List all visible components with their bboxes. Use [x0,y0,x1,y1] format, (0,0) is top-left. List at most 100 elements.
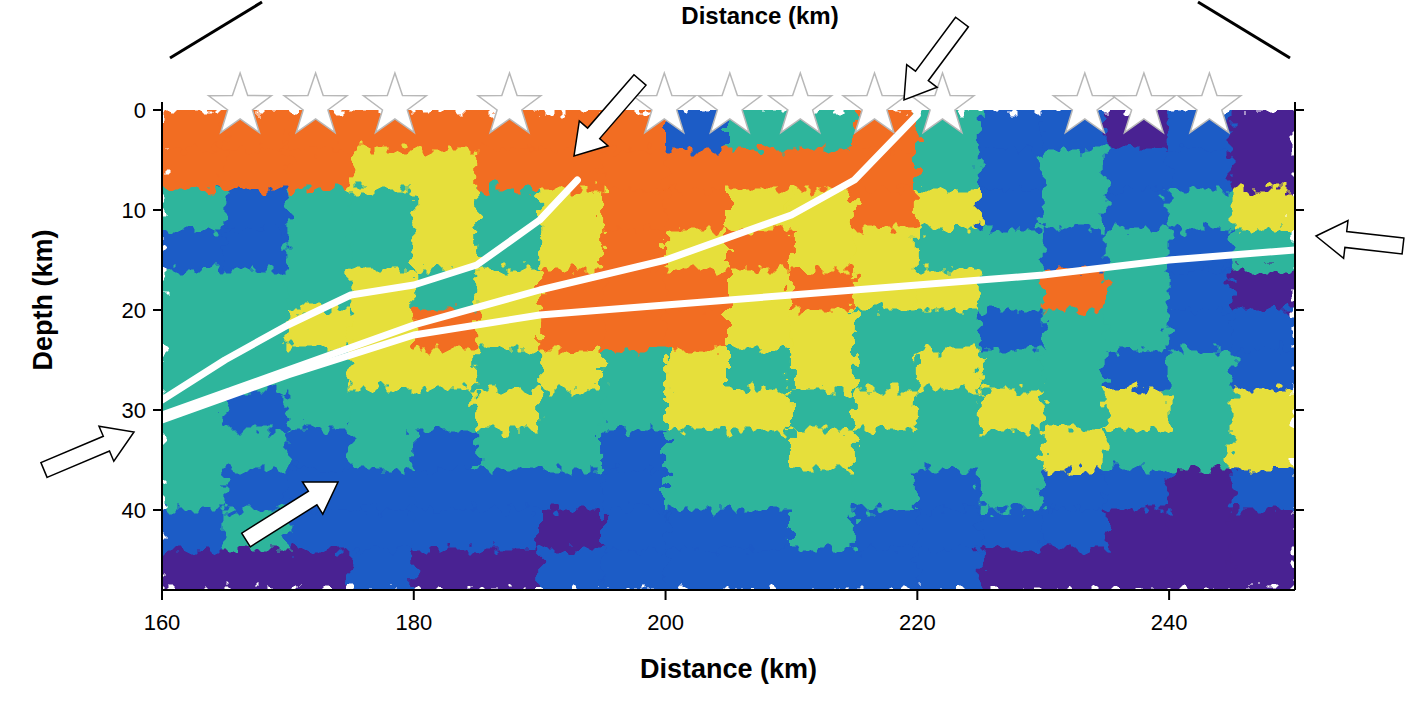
axes: 010203040160180200220240Distance (km)Dep… [28,98,1304,684]
cell [1106,350,1170,391]
cell [917,350,981,391]
cell [917,390,981,431]
cell [162,310,225,351]
x-tick-label: 160 [144,610,181,635]
y-axis-line-right [1294,102,1296,590]
cell [665,350,729,391]
cell [539,390,603,431]
cell [917,310,981,351]
cell [854,430,918,471]
cell [162,430,225,471]
cell [413,110,477,151]
cell [980,470,1044,511]
y-tick-right [1295,409,1304,411]
cell [665,510,729,551]
cell [791,390,855,431]
cell [665,430,729,471]
cell [980,350,1044,391]
zoom-line [170,2,262,58]
y-tick-label: 20 [122,298,146,323]
cell [476,510,540,551]
station-star [698,73,761,133]
cell [1043,390,1107,431]
cell [287,230,351,271]
cell [854,390,918,431]
cell [602,550,666,591]
x-tick [665,590,667,600]
cell [539,430,603,471]
x-tick [1168,590,1170,600]
y-tick-right [1295,109,1304,111]
figure: Distance (km)010203040160180200220240Dis… [0,0,1408,709]
cell [350,190,414,231]
cell [287,270,351,311]
top-label: Distance (km) [681,2,838,29]
cell [728,390,792,431]
fault-line [162,115,917,415]
y-tick-label: 10 [122,198,146,223]
cell [476,430,540,471]
cell [1169,270,1233,311]
cell [791,470,855,511]
cell [413,470,477,511]
cell [791,350,855,391]
station-star [1053,73,1116,133]
y-tick-label: 0 [134,98,146,123]
cell [980,230,1044,271]
cell [602,390,666,431]
cell [728,550,792,591]
cell [350,510,414,551]
cell [1232,150,1295,191]
cell [665,390,729,431]
arrow [574,75,646,156]
zoom-line [1198,2,1290,58]
cell [980,150,1044,191]
cell [287,190,351,231]
cell [854,470,918,511]
cell [1232,390,1295,431]
cell [602,510,666,551]
cell [162,550,225,591]
arrow [41,426,134,477]
cell [1106,550,1170,591]
cell [1106,190,1170,231]
cell [287,430,351,471]
cell [728,350,792,391]
station-star [209,73,272,133]
cell [980,310,1044,351]
cell [854,190,918,231]
cell [1169,390,1233,431]
cell [980,430,1044,471]
cell [413,550,477,591]
cell [1169,230,1233,271]
lines [162,115,1295,420]
cell [413,150,477,191]
cell [287,310,351,351]
cell [1043,190,1107,231]
x-tick [413,590,415,600]
cell [287,390,351,431]
cell [980,110,1044,151]
cell [162,150,225,191]
station-star [843,73,906,133]
cell [602,350,666,391]
cell [1169,550,1233,591]
cell [1232,350,1295,391]
cell [917,550,981,591]
cell [1106,390,1170,431]
cell [1169,350,1233,391]
cell [1232,110,1295,151]
y-tick-label: 30 [122,398,146,423]
cell [162,230,225,271]
cell [1043,510,1107,551]
cell [1106,470,1170,511]
cell [1043,350,1107,391]
x-tick-label: 240 [1151,610,1188,635]
cell [413,510,477,551]
cell [162,190,225,231]
x-tick-label: 220 [899,610,936,635]
cell [539,510,603,551]
cell [1169,310,1233,351]
cell [1169,470,1233,511]
cell [1106,510,1170,551]
